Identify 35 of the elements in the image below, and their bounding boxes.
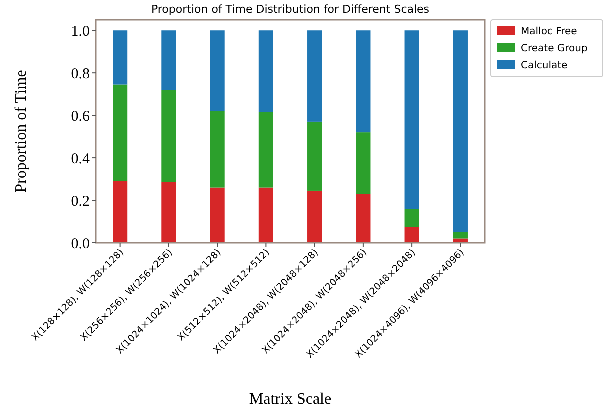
bar bbox=[356, 194, 371, 243]
bar bbox=[258, 188, 274, 243]
legend-label: Malloc Free bbox=[521, 26, 578, 38]
bar bbox=[308, 30, 322, 122]
y-tick-label: 0.6 bbox=[71, 108, 90, 125]
chart-title: Proportion of Time Distribution for Different Scales bbox=[151, 3, 430, 16]
y-tick-label: 0.8 bbox=[71, 66, 90, 82]
y-tick-label: 0.2 bbox=[71, 194, 90, 210]
x-axis-title: Matrix Scale bbox=[249, 391, 332, 408]
y-tick-label: 1.0 bbox=[71, 24, 90, 40]
bar bbox=[356, 132, 371, 194]
bar bbox=[210, 111, 225, 188]
bar bbox=[162, 30, 176, 90]
bar bbox=[113, 181, 128, 243]
legend-label: Create Group bbox=[521, 44, 588, 54]
bar bbox=[210, 30, 225, 112]
bar bbox=[453, 232, 468, 239]
bar bbox=[404, 30, 420, 210]
bar bbox=[404, 209, 420, 228]
bar bbox=[356, 30, 371, 133]
bar bbox=[308, 122, 322, 191]
legend-label: Calculate bbox=[521, 60, 568, 72]
bar bbox=[404, 227, 420, 243]
bar bbox=[258, 30, 274, 112]
bar bbox=[113, 84, 128, 182]
y-axis-title: Proportion of Time bbox=[13, 70, 30, 193]
bar bbox=[210, 188, 225, 243]
bar bbox=[258, 112, 274, 188]
bar bbox=[162, 182, 176, 243]
bar bbox=[162, 90, 176, 182]
y-tick-label: 0.4 bbox=[71, 151, 90, 168]
bar bbox=[308, 190, 322, 243]
y-tick-label: 0.0 bbox=[71, 236, 90, 252]
bar bbox=[453, 30, 468, 232]
bar bbox=[113, 30, 128, 85]
